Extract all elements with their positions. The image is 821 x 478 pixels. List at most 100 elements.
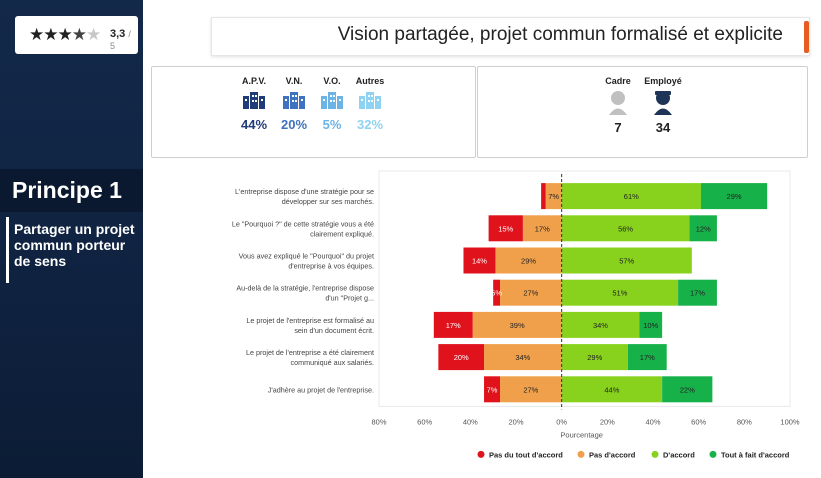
bar-pas-accord	[472, 311, 562, 338]
plot-frame	[378, 170, 791, 407]
data-label: 27%	[523, 385, 538, 394]
category-autres: Autres 32%	[350, 76, 390, 132]
role-count: 7	[614, 120, 622, 135]
star-icon: ★	[29, 25, 44, 44]
category-percent: 5%	[322, 117, 342, 132]
building-icon	[283, 92, 305, 109]
data-label: 56%	[618, 224, 633, 233]
legend-label: D'accord	[663, 450, 695, 459]
category-percent: 44%	[240, 117, 268, 132]
principle-title-band: Principe 1	[0, 169, 143, 212]
star-icon: ★	[57, 25, 73, 44]
category-vn: V.N. 20%	[274, 76, 314, 132]
bar-pas-accord	[545, 183, 562, 210]
x-tick-label: 60%	[691, 417, 706, 426]
data-label: 57%	[619, 257, 634, 266]
x-tick-label: 80%	[371, 417, 386, 426]
bar-pas-accord	[495, 247, 562, 274]
person-icon	[654, 91, 672, 115]
principle-subtitle: Partager un projet commun porteur de sen…	[14, 221, 135, 269]
bar-accord	[561, 279, 679, 306]
x-tick-label: 40%	[463, 417, 478, 426]
x-tick-label: 20%	[508, 417, 523, 426]
role-label: Cadre	[605, 76, 631, 86]
bar-pas-du-tout	[484, 376, 501, 403]
rating-card: ★★★★★ 3,3 / 5	[15, 16, 138, 54]
category-label: Au-delà de la stratégie, l'entreprise di…	[236, 284, 374, 303]
sidebar: ★★★★★ 3,3 / 5 Principe 1 Partager un pro…	[0, 0, 143, 478]
bar-pas-du-tout	[433, 311, 473, 338]
role-card: Cadre 7 Employé 34	[477, 66, 808, 158]
bar-pas-du-tout	[438, 344, 485, 371]
bar-pas-accord	[484, 344, 562, 371]
data-label: 17%	[690, 289, 705, 298]
star-icon: ★	[43, 25, 58, 44]
category-label: Le projet de l'entreprise est formalisé …	[246, 316, 374, 335]
bar-accord	[561, 311, 640, 338]
category-label: Le projet de l'entreprise a été claireme…	[246, 348, 374, 367]
legend-marker	[577, 450, 585, 458]
rating-score: 3,3 / 5	[110, 28, 131, 51]
role-cadre: Cadre 7	[598, 76, 638, 135]
data-label: 61%	[624, 192, 639, 201]
data-label: 17%	[446, 321, 461, 330]
category-label: J'adhère au projet de l'entreprise.	[268, 385, 374, 394]
legend-label: Pas du tout d'accord	[489, 450, 563, 459]
bar-tout-a-fait	[689, 215, 717, 242]
category-label: V.O.	[323, 76, 341, 86]
data-label: 29%	[521, 257, 536, 266]
data-label: 20%	[454, 353, 469, 362]
data-label: 7%	[548, 192, 559, 201]
role-employe: Employé 34	[641, 76, 685, 135]
data-label: 5%	[491, 289, 502, 298]
category-label: V.N.	[285, 76, 303, 86]
x-tick-label: 60%	[417, 417, 432, 426]
bar-pas-du-tout	[541, 183, 546, 210]
x-tick-label: 0%	[556, 417, 567, 426]
x-axis-label: Pourcentage	[560, 430, 603, 439]
data-label: 29%	[587, 353, 602, 362]
bar-pas-du-tout	[493, 279, 501, 306]
data-label: 15%	[498, 224, 513, 233]
data-label: 7%	[487, 385, 498, 394]
bar-tout-a-fait	[700, 183, 768, 210]
legend-marker	[709, 450, 717, 458]
building-icon	[243, 92, 265, 109]
category-label: Vous avez expliqué le "Pourquoi" du proj…	[239, 252, 374, 271]
category-apv: A.P.V. 44%	[234, 76, 274, 132]
bar-tout-a-fait	[662, 376, 713, 403]
data-label: 22%	[680, 385, 695, 394]
bar-accord	[561, 376, 663, 403]
bar-tout-a-fait	[627, 344, 667, 371]
data-label: 10%	[643, 321, 658, 330]
x-tick-label: 20%	[600, 417, 615, 426]
principle-subtitle-box: Partager un projet commun porteur de sen…	[6, 217, 138, 283]
likert-chart: L'entreprise dispose d'une stratégie pou…	[232, 170, 800, 459]
person-icon	[609, 91, 627, 115]
vehicle-category-card: A.P.V. 44% V.N. 20% V.O. 5% Autres 32%	[151, 66, 476, 158]
bar-pas-accord	[522, 215, 562, 242]
data-label: 17%	[640, 353, 655, 362]
chart-card: L'entreprise dispose d'une stratégie pou…	[148, 166, 810, 471]
x-tick-label: 40%	[645, 417, 660, 426]
empty-star-icon: ★	[86, 25, 101, 44]
bar-pas-accord	[500, 376, 562, 403]
data-label: 34%	[515, 353, 530, 362]
bar-pas-du-tout	[488, 215, 523, 242]
bar-accord	[561, 183, 701, 210]
data-label: 27%	[523, 289, 538, 298]
x-tick-label: 80%	[737, 417, 752, 426]
star-rating: ★★★★★	[29, 25, 101, 45]
bar-accord	[561, 344, 628, 371]
category-label: L'entreprise dispose d'une stratégie pou…	[235, 187, 374, 206]
category-label: A.P.V.	[241, 76, 267, 86]
building-icon	[321, 92, 343, 109]
category-percent: 32%	[356, 117, 384, 132]
bar-tout-a-fait	[678, 279, 717, 306]
data-label: 29%	[727, 192, 742, 201]
page-title: Vision partagée, projet commun formalisé…	[337, 24, 783, 45]
role-label: Employé	[644, 76, 682, 86]
category-percent: 20%	[280, 117, 308, 132]
x-tick-label: 100%	[780, 417, 800, 426]
building-icon	[359, 92, 381, 109]
